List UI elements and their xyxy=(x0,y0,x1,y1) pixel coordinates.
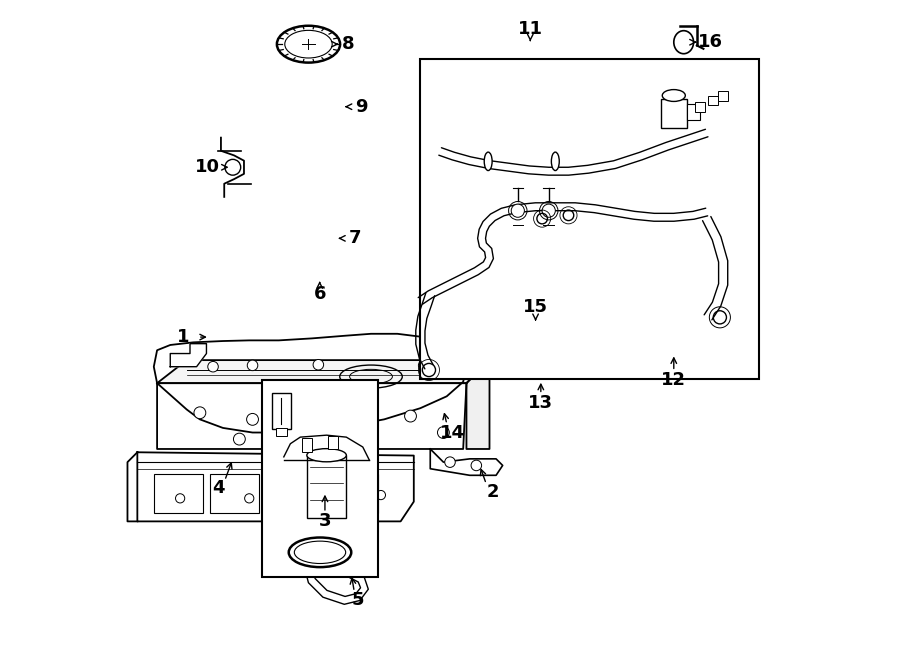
Polygon shape xyxy=(158,383,466,449)
Circle shape xyxy=(317,494,327,503)
Circle shape xyxy=(248,360,257,371)
Bar xyxy=(328,436,338,449)
Circle shape xyxy=(445,457,455,467)
Text: 2: 2 xyxy=(487,483,499,501)
Circle shape xyxy=(313,360,324,370)
Ellipse shape xyxy=(321,472,328,479)
Polygon shape xyxy=(305,455,348,488)
Text: 7: 7 xyxy=(348,229,361,247)
Text: 11: 11 xyxy=(518,20,543,38)
Polygon shape xyxy=(128,452,138,522)
Polygon shape xyxy=(430,449,503,475)
Text: 6: 6 xyxy=(313,286,326,303)
Text: 13: 13 xyxy=(528,394,554,412)
Ellipse shape xyxy=(552,152,559,171)
Ellipse shape xyxy=(318,469,332,481)
Bar xyxy=(276,428,287,436)
Text: 4: 4 xyxy=(212,479,225,498)
Polygon shape xyxy=(158,360,490,383)
Text: 5: 5 xyxy=(352,592,365,609)
Polygon shape xyxy=(138,452,414,522)
Text: 10: 10 xyxy=(195,158,220,176)
Bar xyxy=(263,380,378,577)
Bar xyxy=(273,393,291,429)
Text: 8: 8 xyxy=(342,35,355,53)
Circle shape xyxy=(542,204,555,217)
Ellipse shape xyxy=(307,449,346,462)
Circle shape xyxy=(194,407,206,418)
Bar xyxy=(210,474,259,514)
Bar xyxy=(302,438,312,451)
Text: 14: 14 xyxy=(439,424,464,442)
Circle shape xyxy=(511,204,525,217)
Polygon shape xyxy=(170,344,206,367)
Ellipse shape xyxy=(674,30,694,54)
Circle shape xyxy=(176,494,184,503)
Circle shape xyxy=(247,413,258,425)
Circle shape xyxy=(326,415,338,427)
Circle shape xyxy=(208,362,219,372)
Bar xyxy=(708,96,718,105)
Bar xyxy=(307,455,346,518)
Bar xyxy=(269,474,319,514)
Text: 15: 15 xyxy=(523,299,548,317)
Ellipse shape xyxy=(484,152,492,171)
Circle shape xyxy=(418,360,429,371)
Polygon shape xyxy=(284,435,369,463)
Circle shape xyxy=(245,494,254,503)
Text: 12: 12 xyxy=(662,371,687,389)
Circle shape xyxy=(471,460,482,471)
Text: 1: 1 xyxy=(177,328,190,346)
Polygon shape xyxy=(466,360,490,449)
Bar xyxy=(661,98,687,128)
Text: 16: 16 xyxy=(698,33,723,51)
Bar xyxy=(420,59,760,379)
Bar xyxy=(695,102,705,112)
Ellipse shape xyxy=(662,90,685,101)
Circle shape xyxy=(346,433,357,445)
Circle shape xyxy=(233,433,246,445)
Text: 9: 9 xyxy=(355,98,367,116)
Bar xyxy=(718,91,728,100)
Circle shape xyxy=(376,490,385,500)
Circle shape xyxy=(405,410,417,422)
Polygon shape xyxy=(154,334,466,432)
Text: 3: 3 xyxy=(319,512,331,530)
Bar xyxy=(328,474,378,514)
Bar xyxy=(154,474,203,514)
Circle shape xyxy=(437,426,449,438)
Bar xyxy=(687,104,700,120)
